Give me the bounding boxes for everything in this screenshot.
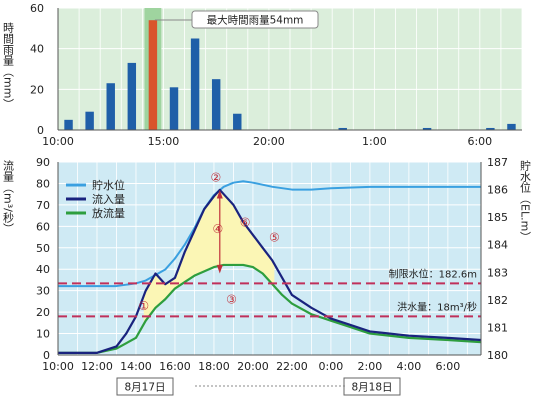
- rainfall-x-tick-label: 6:00: [467, 135, 492, 148]
- flow-y-tick-label: 50: [36, 242, 50, 255]
- flow-x-tick-label: 20:00: [237, 360, 269, 373]
- rainfall-bar: [106, 83, 115, 130]
- level-y-tick-label: 187: [487, 156, 508, 169]
- flow-y-tick-label: 70: [36, 199, 50, 212]
- flow-x-tick-label: 4:00: [397, 360, 422, 373]
- flow-y-tick-label: 10: [36, 328, 50, 341]
- flow-y-tick-label: 20: [36, 306, 50, 319]
- level-y-axis-label: 貯水位（EL.m）: [519, 160, 532, 243]
- chart-marker: ⑤: [269, 230, 280, 244]
- restricted-water-level-label: 制限水位：182.6m: [389, 267, 477, 280]
- flow-y-tick-label: 0: [43, 349, 50, 362]
- rainfall-bar: [211, 79, 221, 130]
- rainfall-y-tick-label: 60: [30, 2, 44, 15]
- rainfall-y-axis-label: 時間雨量（mm）: [2, 22, 15, 110]
- flow-x-tick-label: 6:00: [436, 360, 461, 373]
- rainfall-bar: [507, 123, 516, 130]
- date-label: 8月17日: [124, 382, 165, 394]
- chart-marker: ③: [226, 293, 237, 307]
- rainfall-bar: [64, 119, 73, 130]
- rainfall-y-tick-label: 20: [30, 83, 44, 96]
- flow-y-axis-label: 流量（m³/秒）: [2, 159, 15, 234]
- flow-y-tick-label: 90: [36, 156, 50, 169]
- max-rain-annotation: 最大時間雨量54mm: [207, 14, 304, 27]
- flow-x-tick-label: 16:00: [159, 360, 191, 373]
- rainfall-bar: [169, 87, 179, 130]
- flow-x-tick-label: 18:00: [198, 360, 230, 373]
- legend-label: 貯水位: [92, 178, 125, 192]
- flow-x-tick-label: 14:00: [120, 360, 152, 373]
- rainfall-bar: [486, 127, 495, 130]
- flood-discharge-label: 洪水量：18m³/秒: [397, 300, 477, 313]
- level-y-tick-label: 180: [487, 349, 508, 362]
- inflow-line: [58, 188, 482, 354]
- rainfall-x-tick-label: 10:00: [42, 135, 74, 148]
- rainfall-bar: [190, 38, 200, 130]
- rainfall-x-tick-label: 15:00: [148, 135, 180, 148]
- legend-label: 放流量: [92, 206, 125, 220]
- rainfall-y-tick-label: 0: [37, 124, 44, 137]
- flow-x-tick-label: 2:00: [358, 360, 383, 373]
- chart-marker: ①: [138, 299, 149, 313]
- rainfall-bar-max: [148, 20, 158, 131]
- level-y-tick-label: 184: [487, 239, 508, 252]
- flow-x-tick-label: 12:00: [81, 360, 113, 373]
- rainfall-bar: [127, 62, 137, 130]
- level-y-tick-label: 186: [487, 184, 508, 197]
- storage-volume-fill: [143, 189, 275, 325]
- level-y-tick-label: 185: [487, 211, 508, 224]
- flow-y-tick-label: 40: [36, 263, 50, 276]
- level-y-tick-label: 182: [487, 294, 508, 307]
- flow-x-tick-label: 10:00: [42, 360, 74, 373]
- chart-marker: ②: [211, 170, 222, 184]
- peak-cut-arrowhead-bottom: [216, 264, 223, 274]
- flow-y-tick-label: 30: [36, 285, 50, 298]
- rainfall-y-tick-label: 40: [30, 43, 44, 56]
- flow-y-tick-label: 60: [36, 220, 50, 233]
- legend-label: 流入量: [92, 192, 125, 206]
- rainfall-bar: [422, 127, 432, 130]
- flow-x-tick-label: 0:00: [319, 360, 344, 373]
- rainfall-bar: [338, 127, 347, 130]
- level-y-tick-label: 183: [487, 266, 508, 279]
- chart-marker: ⑥: [240, 215, 251, 229]
- rainfall-x-tick-label: 1:00: [362, 135, 387, 148]
- chart-marker: ④: [212, 222, 223, 236]
- flow-y-tick-label: 80: [36, 177, 50, 190]
- rainfall-bar: [233, 113, 242, 130]
- date-box: [116, 377, 174, 396]
- level-y-tick-label: 181: [487, 321, 508, 334]
- rainfall-x-tick-label: 20:00: [253, 135, 285, 148]
- peak-cut-arrowhead-top: [216, 189, 223, 199]
- date-label: 8月18日: [351, 382, 392, 394]
- rainfall-bar: [85, 111, 94, 130]
- flow-x-tick-label: 22:00: [276, 360, 308, 373]
